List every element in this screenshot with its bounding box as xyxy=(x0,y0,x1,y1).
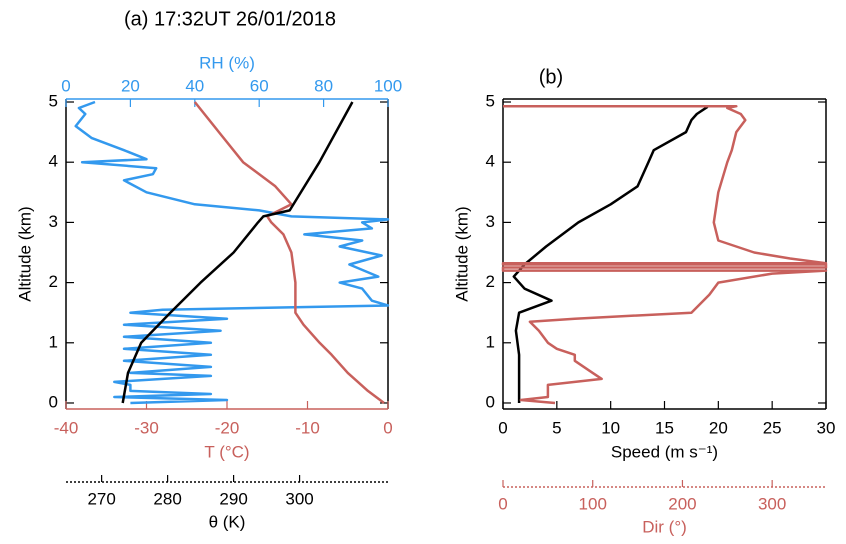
y-axis-label: Altitude (km) xyxy=(452,206,471,301)
x2-tick-label: 0 xyxy=(61,76,70,95)
x3-tick-label: 0 xyxy=(498,494,507,513)
x3-tick-label: 300 xyxy=(758,494,786,513)
x-axis-label: Speed (m s⁻¹) xyxy=(611,442,718,461)
y-axis-label: Altitude (km) xyxy=(15,206,34,301)
y-tick-label: 3 xyxy=(49,212,58,231)
x3-tick-label: 280 xyxy=(153,489,181,508)
x3-axis-label: θ (K) xyxy=(209,512,246,531)
chart-title: (a) 17:32UT 26/01/2018 xyxy=(124,8,336,30)
y-tick-label: 2 xyxy=(486,272,495,291)
y-tick-label: 5 xyxy=(49,91,58,110)
x-tick-label: 5 xyxy=(552,418,561,437)
x-axis-label: T (°C) xyxy=(204,442,249,461)
x2-tick-label: 20 xyxy=(121,76,140,95)
y-tick-label: 1 xyxy=(49,332,58,351)
x-tick-label: 0 xyxy=(498,418,507,437)
x-tick-label: -20 xyxy=(215,418,240,437)
profile-line xyxy=(121,101,354,404)
x-tick-label: 25 xyxy=(763,418,782,437)
profile-line xyxy=(501,104,828,405)
x-tick-label: 15 xyxy=(655,418,674,437)
x-tick-label: -40 xyxy=(54,418,79,437)
x3-tick-label: 200 xyxy=(668,494,696,513)
x2-tick-label: 100 xyxy=(374,76,402,95)
x3-axis-label: Dir (°) xyxy=(642,517,687,536)
x3-tick-label: 290 xyxy=(219,489,247,508)
x3-tick-label: 300 xyxy=(285,489,313,508)
y-tick-label: 3 xyxy=(486,212,495,231)
x-tick-label: 10 xyxy=(601,418,620,437)
y-tick-label: 4 xyxy=(486,152,495,171)
x2-tick-label: 40 xyxy=(185,76,204,95)
x2-tick-label: 80 xyxy=(314,76,333,95)
profile-line xyxy=(193,101,385,404)
x3-tick-label: 100 xyxy=(579,494,607,513)
x-tick-label: 20 xyxy=(709,418,728,437)
y-tick-label: 5 xyxy=(486,91,495,110)
x-tick-label: -10 xyxy=(295,418,320,437)
y-tick-label: 2 xyxy=(49,272,58,291)
y-tick-label: 0 xyxy=(486,392,495,411)
y-tick-label: 1 xyxy=(486,332,495,351)
x2-tick-label: 60 xyxy=(250,76,269,95)
x-tick-label: 0 xyxy=(383,418,392,437)
x-tick-label: -30 xyxy=(134,418,159,437)
chart-title: (b) xyxy=(539,66,563,88)
profile-line xyxy=(512,105,709,403)
y-tick-label: 0 xyxy=(49,392,58,411)
profile-line xyxy=(74,100,390,405)
y-tick-label: 4 xyxy=(49,152,58,171)
x2-axis-label: RH (%) xyxy=(199,53,255,72)
x3-tick-label: 270 xyxy=(87,489,115,508)
x-tick-label: 30 xyxy=(817,418,836,437)
